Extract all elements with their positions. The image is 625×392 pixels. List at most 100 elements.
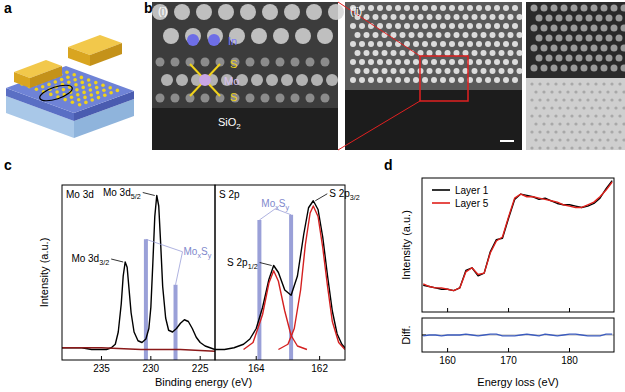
atom — [606, 122, 609, 125]
atom — [161, 74, 173, 86]
atom — [485, 77, 491, 83]
electrode-side — [90, 43, 122, 66]
atom — [606, 106, 609, 109]
atom — [581, 25, 588, 32]
atom — [88, 83, 92, 87]
atom — [454, 32, 460, 38]
atom — [445, 50, 451, 56]
atom — [377, 5, 383, 11]
atom — [431, 41, 437, 47]
tick-label: 180 — [561, 355, 578, 366]
atom — [395, 23, 401, 29]
atom — [94, 81, 98, 85]
atom — [611, 65, 618, 72]
tick-mark — [101, 356, 102, 360]
atom — [554, 98, 557, 101]
atom — [606, 90, 609, 93]
atom — [422, 77, 428, 83]
atom — [266, 74, 278, 86]
atom — [546, 55, 553, 62]
atom — [176, 74, 188, 86]
atom — [503, 59, 509, 65]
atom — [494, 41, 500, 47]
atom — [566, 122, 569, 125]
atom — [49, 93, 53, 97]
atom — [530, 146, 533, 149]
atom — [554, 146, 557, 149]
legend-swatch — [432, 189, 450, 191]
atom — [542, 122, 545, 125]
atom — [512, 23, 518, 29]
atom — [614, 122, 617, 125]
atom — [611, 25, 618, 32]
atom — [481, 32, 487, 38]
atom — [55, 90, 59, 94]
atom — [562, 130, 565, 133]
atom — [490, 50, 496, 56]
atom — [409, 14, 415, 20]
atom — [542, 106, 545, 109]
atom — [404, 5, 410, 11]
atom — [618, 114, 621, 117]
atom — [538, 114, 541, 117]
atom — [476, 5, 482, 11]
atom — [90, 98, 94, 102]
plot-data — [62, 196, 215, 361]
series-line — [278, 206, 345, 350]
tick-mark — [508, 348, 509, 352]
atom — [311, 74, 323, 86]
atom — [606, 138, 609, 141]
atom — [581, 65, 588, 72]
atom — [413, 41, 419, 47]
atom — [621, 65, 625, 72]
atom — [546, 146, 549, 149]
atom — [54, 80, 58, 84]
atom — [382, 50, 388, 56]
atom — [601, 5, 608, 12]
atom — [467, 5, 473, 11]
atom — [386, 59, 392, 65]
atom — [449, 77, 455, 83]
atom — [73, 78, 77, 82]
series-line — [62, 196, 215, 350]
atom — [622, 106, 625, 109]
atom — [395, 5, 401, 11]
atom — [81, 86, 85, 90]
annotation: S 2p1/2 — [227, 257, 258, 271]
atom — [562, 114, 565, 117]
label-text: S — [230, 91, 237, 103]
atom — [614, 106, 617, 109]
atom — [377, 59, 383, 65]
atom — [606, 35, 613, 42]
annotation-arrow — [143, 193, 155, 196]
atom — [508, 68, 514, 74]
plot-data — [423, 181, 612, 291]
atom — [578, 146, 581, 149]
atom — [364, 68, 370, 74]
atom — [355, 68, 361, 74]
atom — [508, 32, 514, 38]
atom — [296, 74, 308, 86]
atom — [534, 138, 537, 141]
axis-label: Binding energy (eV) — [155, 376, 252, 388]
atom — [546, 35, 553, 42]
atom — [554, 130, 557, 133]
atom — [618, 146, 621, 149]
atom — [586, 35, 593, 42]
atom — [561, 25, 568, 32]
atom — [317, 28, 333, 44]
atom — [454, 68, 460, 74]
image-i-substrate — [152, 108, 338, 150]
atom — [391, 50, 397, 56]
series-line — [423, 182, 612, 291]
atom — [576, 15, 583, 22]
panel-label: d — [384, 157, 393, 173]
atom — [295, 28, 311, 44]
atom — [499, 68, 505, 74]
atom — [512, 59, 518, 65]
atom — [472, 14, 478, 20]
atom — [350, 59, 356, 65]
atom — [536, 35, 543, 42]
atom — [512, 77, 518, 83]
atom — [201, 58, 210, 67]
